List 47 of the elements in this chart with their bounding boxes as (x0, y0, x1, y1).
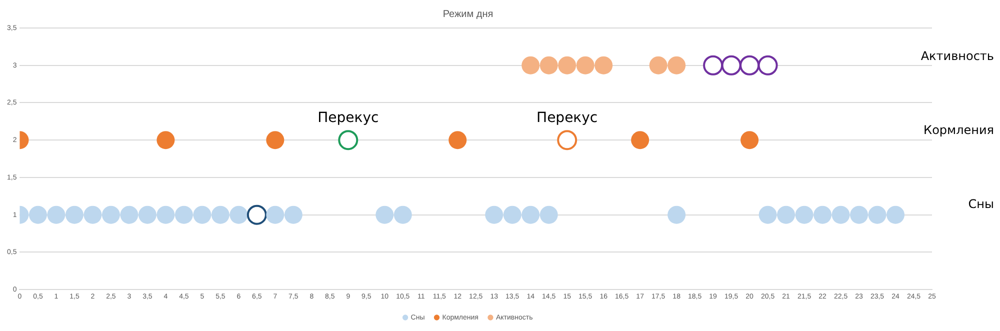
point (84, 206, 102, 224)
point (28, 206, 47, 224)
point (631, 131, 650, 150)
point (376, 206, 394, 224)
chart-title: Режим дня (442, 8, 494, 20)
annotation: Перекус (536, 110, 598, 126)
point (795, 206, 814, 224)
point (649, 56, 668, 74)
annotation: Кормления (924, 123, 994, 138)
point (740, 131, 759, 150)
point (65, 206, 84, 224)
point (156, 131, 175, 150)
point (668, 206, 686, 224)
point (868, 206, 886, 224)
point (832, 206, 850, 224)
point (850, 206, 868, 224)
point (193, 206, 212, 224)
point (266, 131, 284, 150)
point (558, 56, 576, 74)
point (138, 206, 156, 224)
point (576, 56, 594, 74)
text: Сны (968, 197, 994, 212)
point (503, 206, 522, 224)
point (120, 206, 138, 224)
annotation: Активность (920, 49, 994, 64)
point (47, 206, 66, 224)
point (174, 206, 193, 224)
point (266, 206, 284, 224)
point (284, 206, 302, 224)
point (394, 206, 412, 224)
point (522, 206, 540, 224)
point (886, 206, 905, 224)
point (102, 206, 120, 224)
point (540, 56, 558, 74)
point (758, 206, 777, 224)
point (211, 206, 230, 224)
annotation: Перекус (318, 110, 379, 126)
point (594, 56, 613, 74)
point (156, 206, 175, 224)
point (485, 206, 504, 224)
point (448, 131, 467, 150)
point (230, 206, 248, 224)
point (522, 56, 540, 74)
point (777, 206, 796, 224)
point (540, 206, 558, 224)
point (668, 56, 686, 74)
point (814, 206, 832, 224)
